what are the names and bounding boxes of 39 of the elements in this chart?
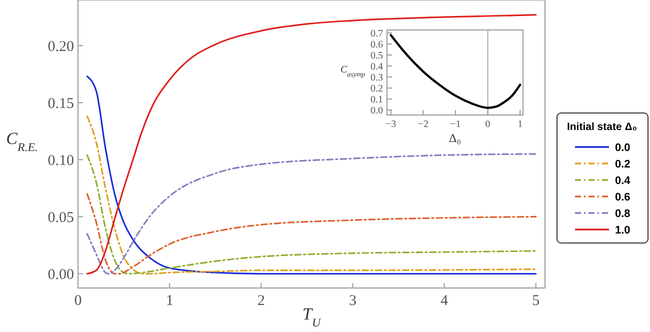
- x-tick-label: 1: [166, 293, 174, 309]
- y-tick-label: 0.00: [48, 266, 74, 283]
- legend-label: 0.6: [615, 191, 630, 204]
- y-tick-label: 0.05: [48, 210, 74, 226]
- x-tick-label: 0: [74, 293, 82, 309]
- x-tick-label: 0: [485, 119, 490, 130]
- x-tick-label: 4: [440, 293, 449, 309]
- legend-label: 0.0: [615, 142, 630, 154]
- x-tick-label: −1: [450, 119, 461, 130]
- x-tick-label: 2: [257, 293, 265, 309]
- y-tick-label: 0.10: [48, 152, 74, 169]
- y-tick-label: 0.2: [370, 84, 383, 95]
- y-tick-label: 0.15: [48, 96, 74, 112]
- legend-title: Initial state Δ₀: [566, 121, 638, 133]
- x-tick-label: −2: [418, 119, 428, 130]
- y-tick-label: 0.3: [370, 72, 383, 84]
- y-tick-label: 0.6: [370, 39, 383, 50]
- line-series: [86, 14, 537, 275]
- legend-label: 0.4: [615, 174, 632, 187]
- x-tick-label: 5: [532, 293, 540, 309]
- line-series: [390, 34, 522, 109]
- x-axis-title: T$_{U}$: [302, 304, 322, 330]
- x-axis-title: Δ₀: [449, 131, 461, 145]
- y-tick-label: 0.5: [370, 50, 383, 62]
- y-tick-label: 0.0: [370, 106, 383, 117]
- y-axis-title: C$_{R.E.}$: [6, 129, 38, 154]
- legend-label: 0.8: [615, 208, 630, 220]
- legend-label: 1.0: [615, 224, 630, 236]
- y-tick-label: 0.7: [370, 28, 383, 40]
- y-tick-label: 0.4: [370, 62, 383, 73]
- x-tick-label: 1: [518, 119, 523, 130]
- line-series: [86, 193, 537, 275]
- legend-label: 0.2: [615, 158, 630, 170]
- y-axis-title: C$_{asymp}$: [340, 64, 366, 78]
- line-series: [86, 116, 537, 275]
- y-tick-label: 0.20: [48, 38, 74, 55]
- y-tick-label: 0.1: [370, 94, 383, 106]
- x-tick-label: 3: [348, 293, 356, 309]
- x-tick-label: −3: [386, 119, 396, 130]
